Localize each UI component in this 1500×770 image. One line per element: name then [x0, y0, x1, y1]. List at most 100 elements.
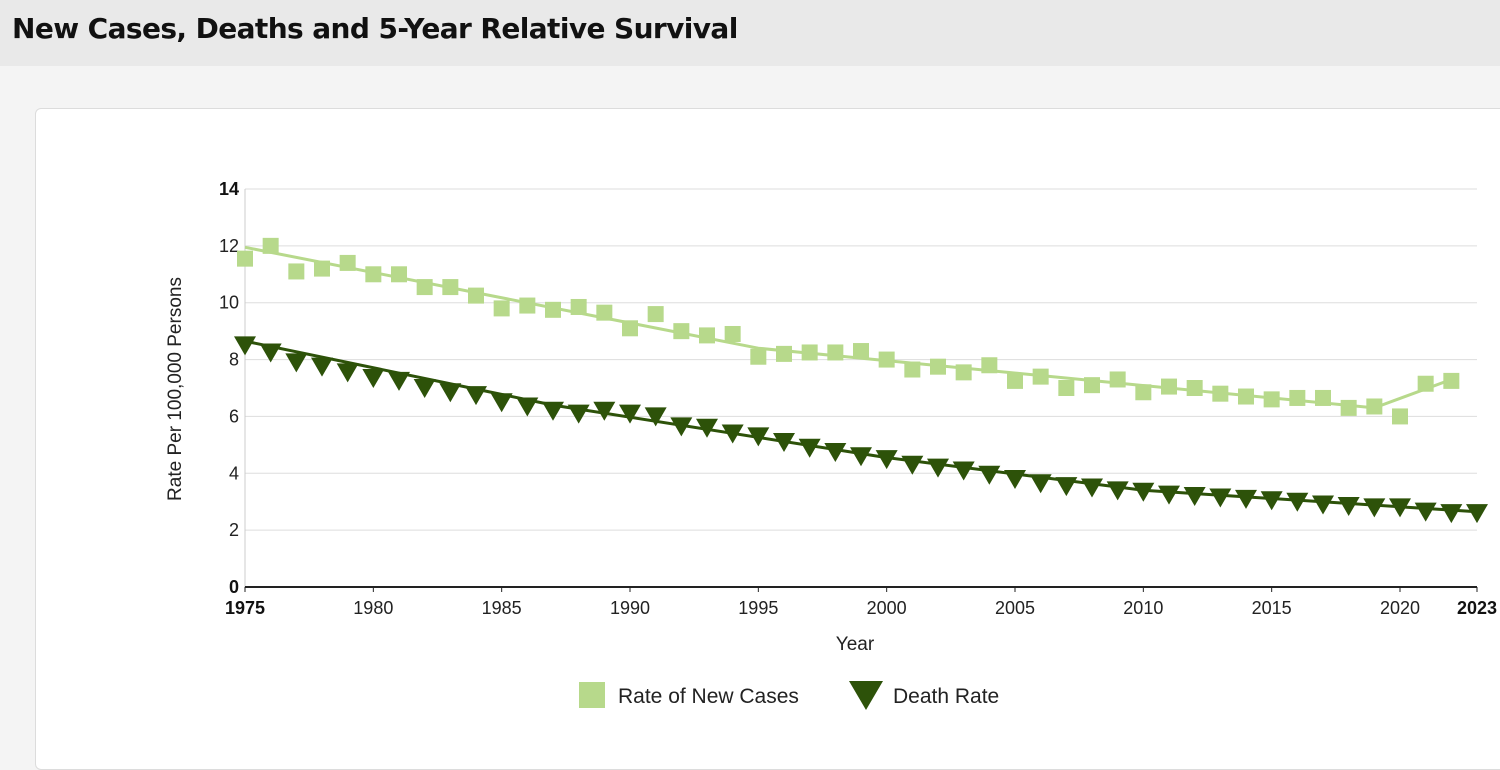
y-tick-label-0: 0	[229, 577, 239, 597]
rate-of-new-cases-point-1996	[776, 345, 792, 362]
rate-of-new-cases-point-1981	[391, 266, 407, 283]
rate-of-new-cases-point-2021	[1417, 375, 1434, 392]
rate-of-new-cases-point-1993	[699, 327, 715, 344]
death-rate-point-2020	[1389, 498, 1411, 518]
death-rate-point-1986	[516, 397, 539, 417]
rate-of-new-cases-point-1980	[365, 266, 382, 283]
rate-of-new-cases-point-2009	[1109, 371, 1126, 388]
death-rate-point-1977	[285, 353, 308, 373]
legend-swatch-rate-of-new-cases	[579, 682, 605, 708]
death-rate-point-1982	[413, 379, 436, 398]
death-rate-trend-line	[244, 339, 1478, 514]
legend-label-rate-of-new-cases: Rate of New Cases	[618, 685, 799, 708]
death-rate-point-2002	[927, 458, 949, 478]
death-rate-point-1989	[593, 401, 616, 421]
death-rate-point-2021	[1414, 502, 1437, 522]
rate-of-new-cases-point-1990	[622, 320, 638, 337]
rate-of-new-cases-point-1983	[442, 279, 459, 296]
rate-of-new-cases-point-1976	[262, 237, 279, 254]
x-tick-label-2020: 2020	[1380, 598, 1420, 618]
death-rate-point-1975	[234, 336, 256, 356]
rate-of-new-cases-point-1989	[596, 304, 613, 321]
y-tick-label-6: 6	[229, 406, 239, 426]
death-rate-point-1991	[644, 407, 667, 427]
death-rate-point-2000	[875, 450, 898, 470]
death-rate-point-2001	[901, 455, 924, 475]
rate-of-new-cases-point-1982	[416, 279, 433, 296]
y-tick-label-8: 8	[229, 350, 239, 370]
rate-of-new-cases-point-1984	[468, 287, 484, 304]
death-rate-point-1990	[619, 404, 641, 424]
rate-of-new-cases-point-1978	[314, 260, 330, 277]
rate-of-new-cases-point-1991	[647, 306, 664, 323]
death-rate-point-1976	[259, 343, 282, 363]
page-header: New Cases, Deaths and 5-Year Relative Su…	[0, 0, 1500, 66]
death-rate-point-2003	[952, 461, 975, 481]
rate-of-new-cases-point-1975	[237, 250, 253, 267]
rate-of-new-cases-point-2018	[1340, 399, 1357, 416]
death-rate-point-1992	[670, 417, 693, 437]
death-rate-point-2014	[1235, 489, 1257, 509]
x-tick-label-2005: 2005	[995, 598, 1035, 618]
y-tick-label-2: 2	[229, 520, 239, 540]
death-rate-point-2011	[1158, 485, 1180, 505]
rate-of-new-cases-point-2006	[1032, 368, 1049, 385]
rate-of-new-cases-point-2012	[1186, 380, 1203, 396]
death-rate-point-2018	[1337, 496, 1360, 516]
death-rate-point-1981	[388, 371, 410, 391]
x-tick-label-1975: 1975	[225, 598, 265, 618]
rate-of-new-cases-point-1992	[673, 323, 690, 340]
death-rate-point-1987	[542, 401, 564, 421]
legend-label-death-rate: Death Rate	[893, 685, 999, 708]
death-rate-point-2004	[978, 465, 1001, 485]
rate-of-new-cases-point-2014	[1238, 388, 1254, 405]
trend-chart: 0 2 4 6 8 10 12 14 1975 1980 1985 1990 1995 2000 2005 2…	[165, 179, 1497, 710]
rate-of-new-cases-point-1988	[570, 298, 587, 315]
x-tick-label-1980: 1980	[353, 598, 393, 618]
rate-of-new-cases-point-2017	[1315, 389, 1331, 406]
death-rate-point-1979	[336, 363, 359, 383]
rate-of-new-cases-point-1979	[339, 254, 356, 271]
rate-of-new-cases-point-1986	[519, 297, 536, 314]
death-rate-point-2017	[1312, 495, 1334, 515]
rate-of-new-cases-point-1999	[853, 343, 869, 360]
death-rate-point-1983	[439, 383, 462, 403]
death-rate-point-1997	[798, 438, 821, 458]
y-tick-label-10: 10	[219, 293, 239, 313]
rate-of-new-cases-point-2005	[1007, 372, 1023, 389]
death-rate-point-2008	[1081, 478, 1103, 498]
x-tick-label-2010: 2010	[1123, 598, 1163, 618]
death-rate-point-2023	[1466, 504, 1488, 524]
x-tick-label-2000: 2000	[867, 598, 907, 618]
x-tick-label-1995: 1995	[738, 598, 778, 618]
rate-of-new-cases-point-2000	[878, 351, 895, 368]
death-rate-point-1993	[696, 418, 718, 438]
death-rate-point-1985	[490, 393, 513, 413]
y-tick-label-12: 12	[219, 236, 239, 256]
rate-of-new-cases-point-2007	[1058, 380, 1075, 396]
death-rate-point-1988	[567, 404, 590, 424]
death-rate-point-1998	[824, 442, 847, 462]
x-tick-label-1990: 1990	[610, 598, 650, 618]
death-rate-point-2007	[1055, 477, 1078, 497]
death-rate-point-2016	[1286, 492, 1309, 512]
x-axis-title: Year	[836, 634, 875, 655]
rate-of-new-cases-point-2013	[1212, 385, 1229, 402]
death-rate-point-2006	[1029, 474, 1052, 494]
rate-of-new-cases-point-1985	[493, 300, 510, 317]
rate-of-new-cases-point-2022	[1443, 372, 1460, 389]
death-rate-point-1984	[465, 386, 487, 406]
page-title: New Cases, Deaths and 5-Year Relative Su…	[12, 12, 738, 45]
death-rate-point-2009	[1106, 481, 1129, 501]
death-rate-point-2012	[1183, 487, 1206, 507]
rate-of-new-cases-point-1995	[750, 348, 767, 365]
death-rate-point-1999	[850, 447, 872, 467]
rate-of-new-cases-point-1994	[724, 325, 741, 342]
death-rate-point-1995	[747, 427, 770, 447]
rate-of-new-cases-point-2001	[904, 361, 921, 378]
y-axis-title: Rate Per 100,000 Persons	[165, 277, 186, 501]
rate-of-new-cases-point-2004	[981, 357, 998, 374]
x-tick-label-1985: 1985	[482, 598, 522, 618]
rate-of-new-cases-point-1997	[801, 344, 818, 361]
death-rate-point-2005	[1004, 469, 1026, 489]
